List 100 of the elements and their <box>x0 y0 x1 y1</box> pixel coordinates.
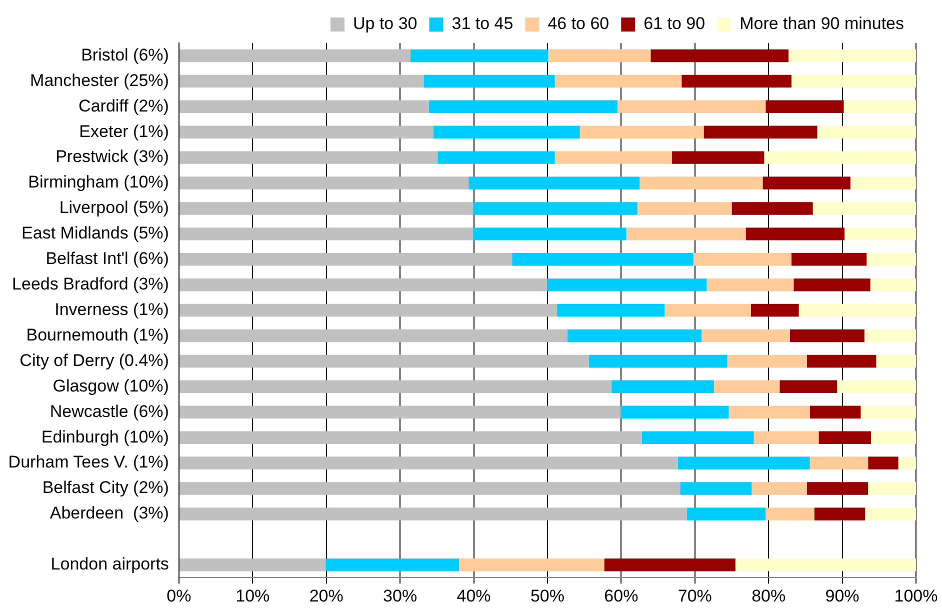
y-tick-label: Birmingham (10%) <box>28 172 169 192</box>
bar <box>179 508 687 520</box>
bar <box>706 278 794 292</box>
bar <box>664 304 751 317</box>
bar <box>682 74 792 88</box>
bar <box>762 176 850 190</box>
x-tick-label: 90% <box>825 586 860 606</box>
y-tick-label: Inverness (1%) <box>54 300 169 319</box>
bar <box>548 49 651 62</box>
y-tick-label: Cardiff (2%) <box>78 96 169 116</box>
y-tick-label: Exeter (1%) <box>79 122 169 141</box>
bar <box>871 431 916 444</box>
bar <box>735 558 916 572</box>
bar <box>727 354 807 368</box>
bar <box>686 508 766 520</box>
x-tick-label: 100% <box>894 586 938 606</box>
bar <box>554 74 682 88</box>
bar <box>780 380 838 394</box>
bar <box>179 126 434 138</box>
y-tick-label: Bournemouth (1%) <box>26 325 169 344</box>
bar <box>179 380 612 394</box>
bar <box>704 126 818 138</box>
legend-label: Up to 30 <box>352 14 418 34</box>
bar <box>764 151 916 164</box>
y-tick-label: Durham Tees V. (1%) <box>8 452 169 472</box>
bar <box>557 304 665 317</box>
bar <box>732 202 813 215</box>
bar <box>179 176 469 190</box>
y-tick-label: Liverpool (5%) <box>59 198 169 218</box>
bar <box>588 354 728 368</box>
bar <box>567 329 702 342</box>
bar <box>642 431 754 444</box>
bar <box>806 482 868 495</box>
x-tick-label: 0% <box>166 586 192 606</box>
bar <box>473 202 638 215</box>
bar <box>870 278 916 292</box>
bar <box>554 151 672 164</box>
bar <box>791 253 867 266</box>
bar <box>837 380 916 394</box>
bar <box>818 431 872 444</box>
bar <box>814 508 866 520</box>
y-tick-label: Bristol (6%) <box>81 45 169 64</box>
bar <box>512 253 694 266</box>
bar <box>179 100 429 114</box>
bar <box>788 49 916 62</box>
bar <box>806 354 876 368</box>
bar <box>754 431 819 444</box>
bar <box>794 278 870 292</box>
bar <box>812 202 916 215</box>
bar <box>179 74 424 88</box>
bar <box>864 329 916 342</box>
y-tick-label: Belfast Int'l (6%) <box>46 249 169 268</box>
bar <box>179 228 474 240</box>
bar <box>637 202 732 215</box>
y-tick-label: Glasgow (10%) <box>52 376 169 396</box>
bar <box>850 176 916 190</box>
bar <box>766 508 814 520</box>
bar <box>410 49 548 62</box>
y-tick-label: Belfast City (2%) <box>42 478 169 498</box>
bar <box>672 151 764 164</box>
bar <box>179 482 680 495</box>
bar <box>626 228 746 240</box>
bar <box>179 431 642 444</box>
bar <box>790 329 864 342</box>
y-tick-label: Edinburgh (10%) <box>41 427 169 446</box>
bar <box>179 253 512 266</box>
y-tick-label: Prestwick (3%) <box>56 147 169 166</box>
bar <box>468 176 640 190</box>
bar <box>326 558 460 572</box>
bar <box>702 329 790 342</box>
bar <box>844 100 916 114</box>
bar <box>580 126 704 138</box>
bar <box>798 304 916 317</box>
bar <box>179 202 474 215</box>
bar <box>424 74 555 88</box>
bar <box>179 278 547 292</box>
bar <box>693 253 792 266</box>
bar <box>612 380 714 394</box>
x-tick-label: 60% <box>604 586 638 606</box>
bar <box>433 126 580 138</box>
bar <box>791 74 916 88</box>
bar <box>179 456 678 470</box>
x-tick-label: 20% <box>309 586 344 606</box>
bar <box>650 49 788 62</box>
bar <box>714 380 780 394</box>
x-tick-label: 50% <box>530 586 564 606</box>
y-tick-label: Manchester (25%) <box>30 70 169 90</box>
bar <box>860 406 916 418</box>
bar <box>640 176 763 190</box>
legend-label: 46 to 60 <box>548 14 610 34</box>
bar <box>752 482 807 495</box>
bar <box>844 228 916 240</box>
bar <box>866 253 916 266</box>
bar <box>179 558 326 572</box>
legend-label: 31 to 45 <box>452 14 514 34</box>
x-tick-label: 30% <box>383 586 418 606</box>
bar <box>810 456 868 470</box>
bar <box>179 151 438 164</box>
bar <box>620 406 729 418</box>
bar <box>546 278 707 292</box>
